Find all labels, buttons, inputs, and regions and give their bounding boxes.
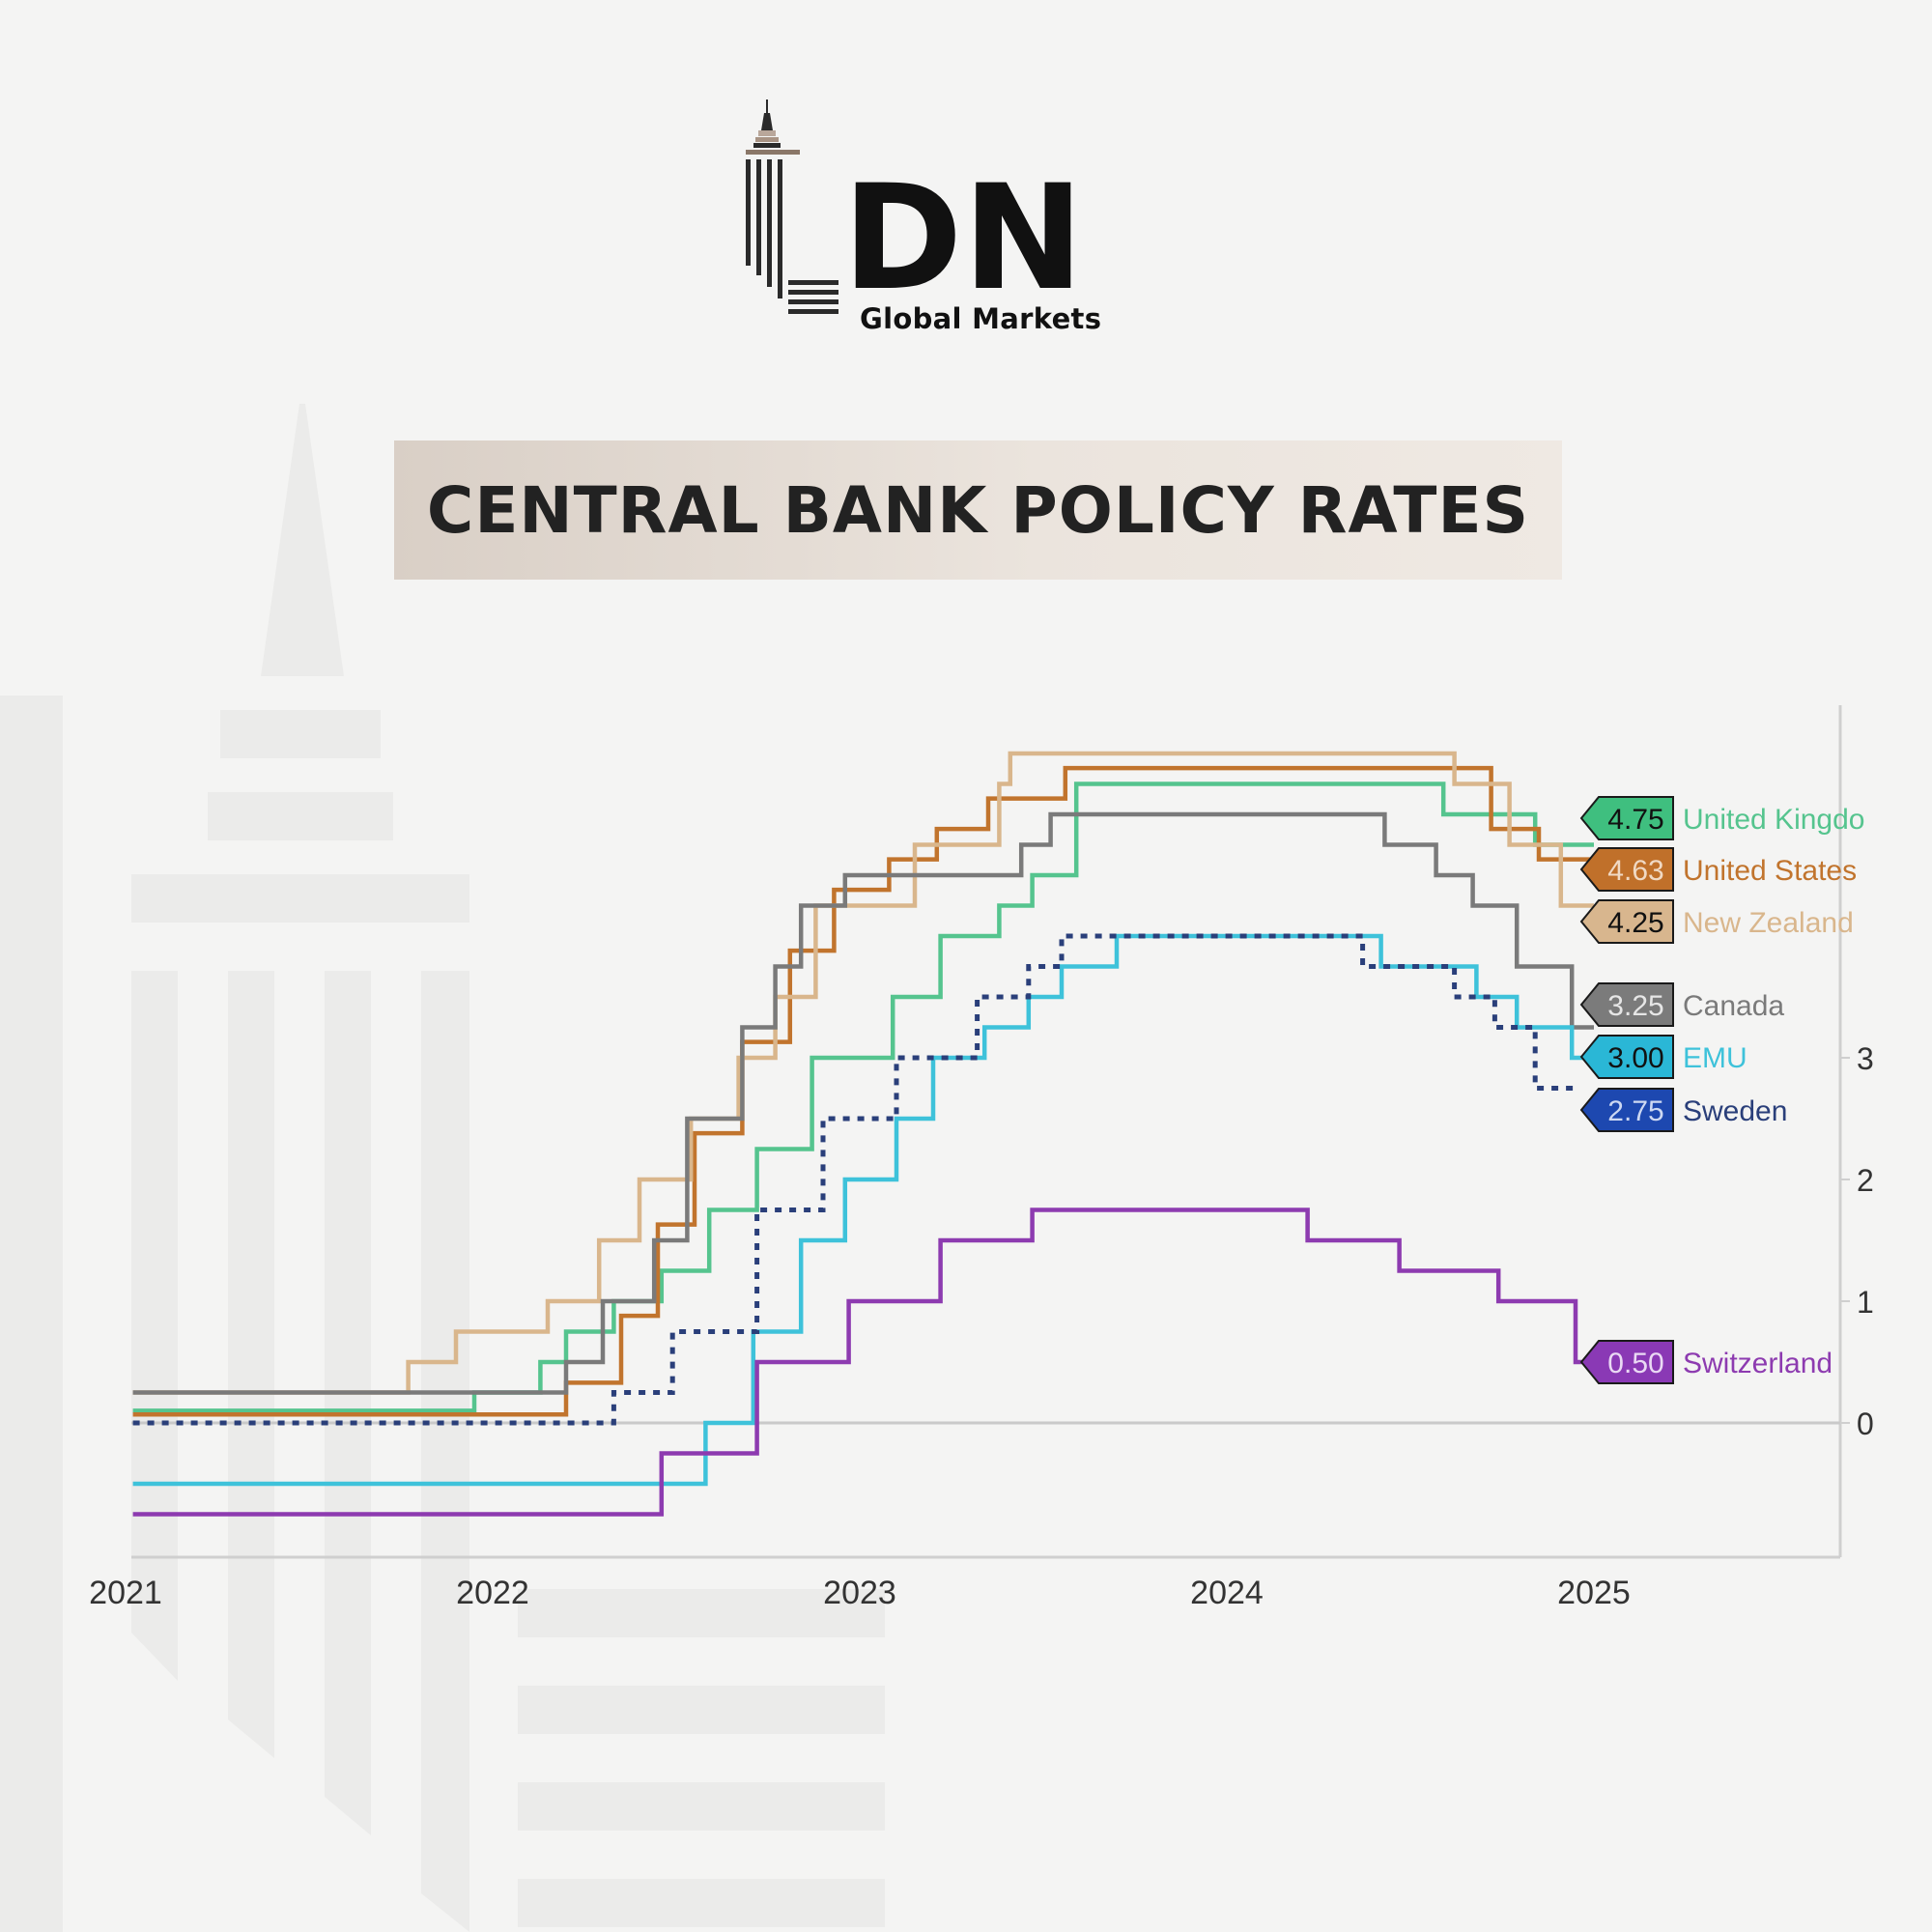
series-label-united-states: 4.63 United States [1579,847,1857,892]
series-value-tag [1579,982,1674,1027]
series-line-emu [132,933,1594,1487]
x-tick-label: 2021 [89,1575,162,1611]
x-tick-label: 2024 [1190,1575,1264,1611]
y-tick-label: 1 [1857,1285,1874,1320]
series-line-switzerland [132,1208,1594,1517]
series-name-text: Sweden [1683,1095,1787,1127]
series-name-text: New Zealand [1683,907,1854,939]
series-line-united-kingdo [132,781,1594,1413]
brand-tagline: Global Markets [860,302,1102,335]
series-label-canada: 3.25 Canada [1579,982,1784,1027]
series-value-text: 3.00 [1607,1042,1663,1074]
series-value-tag [1579,899,1674,944]
y-tick-label: 0 [1857,1406,1874,1441]
series-name-text: Switzerland [1683,1348,1833,1379]
series-lines [132,751,1594,1517]
chart-title: CENTRAL BANK POLICY RATES [426,472,1530,548]
y-tick-label: 2 [1857,1163,1874,1198]
series-end-labels: 4.75 United Kingdo 4.63 United States 4.25 Ne… [1579,796,1864,1384]
series-value-text: 3.25 [1607,990,1663,1022]
title-banner: CENTRAL BANK POLICY RATES [394,440,1562,580]
series-name-text: United States [1683,855,1857,887]
series-line-united-states [132,765,1594,1417]
series-label-emu: 3.00 EMU [1579,1035,1747,1079]
series-line-canada [132,811,1594,1395]
series-value-tag [1579,1035,1674,1079]
series-value-tag [1579,847,1674,892]
series-value-text: 4.63 [1607,855,1663,887]
skyscraper-logo-icon [746,99,838,314]
series-label-sweden: 2.75 Sweden [1579,1088,1787,1132]
series-value-text: 2.75 [1607,1095,1663,1127]
series-value-tag [1579,1340,1674,1384]
series-name-text: United Kingdo [1683,804,1864,836]
series-value-text: 4.25 [1607,907,1663,939]
series-label-new-zealand: 4.25 New Zealand [1579,899,1854,944]
series-name-text: Canada [1683,990,1784,1022]
logo-letters: DN [842,155,1084,323]
x-tick-label: 2022 [456,1575,529,1611]
series-label-switzerland: 0.50 Switzerland [1579,1340,1833,1384]
series-line-new-zealand [132,751,1594,1395]
series-value-text: 4.75 [1607,804,1663,836]
y-tick-label: 3 [1857,1041,1874,1076]
series-value-tag [1579,1088,1674,1132]
x-tick-label: 2023 [823,1575,896,1611]
series-name-text: EMU [1683,1042,1747,1074]
chart-axes: 2021 2022 2023 2024 2025 0 1 2 3 [89,705,1874,1611]
series-label-united-kingdo: 4.75 United Kingdo [1579,796,1864,840]
x-tick-label: 2025 [1557,1575,1631,1611]
series-value-text: 0.50 [1607,1348,1663,1379]
series-value-tag [1579,796,1674,840]
series-line-sweden [132,933,1576,1426]
ldn-logo: DN [746,99,1084,323]
